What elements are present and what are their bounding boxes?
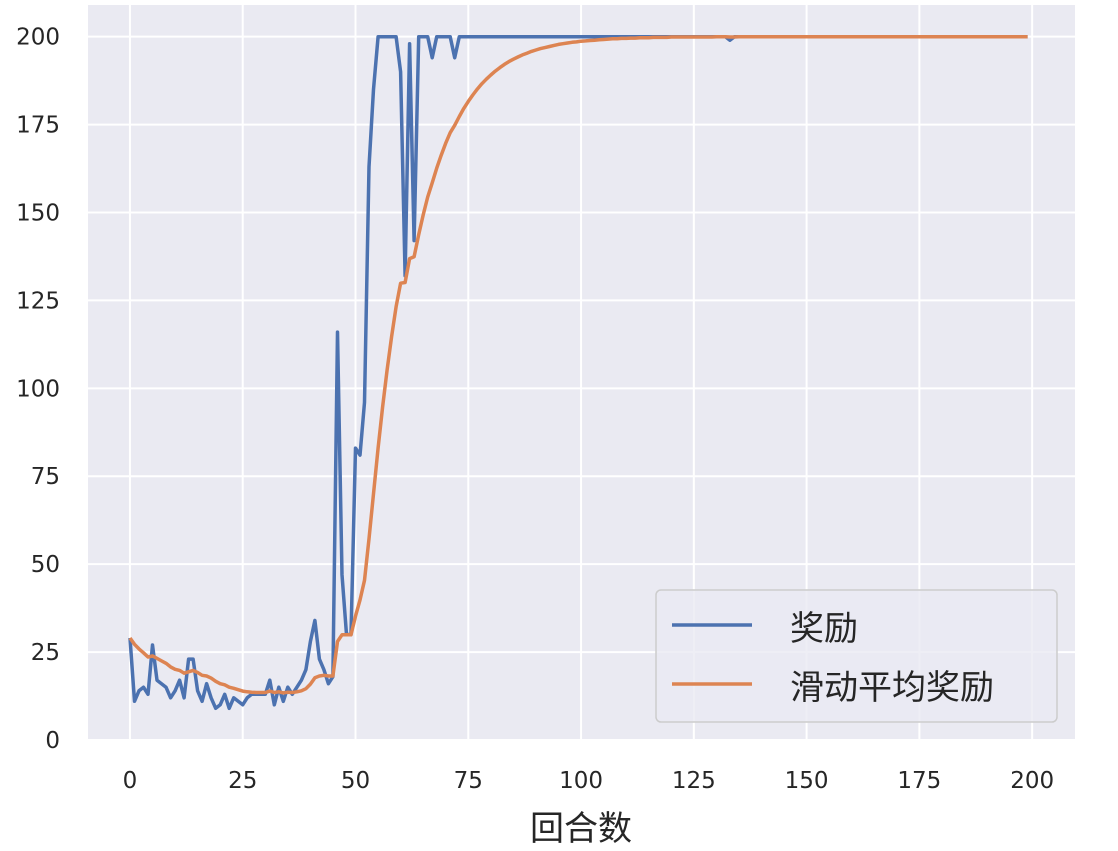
- legend-label-moving-average: 滑动平均奖励: [790, 668, 994, 708]
- series-lines: [128, 34, 1028, 711]
- y-tick-label: 50: [31, 552, 60, 578]
- x-tick-label: 25: [228, 768, 257, 794]
- x-axis-label: 回合数: [530, 809, 632, 847]
- x-tick-label: 200: [1010, 768, 1054, 794]
- y-tick-label: 175: [16, 113, 60, 139]
- y-tick-label: 25: [31, 640, 60, 666]
- legend: 奖励 滑动平均奖励: [655, 589, 1058, 723]
- grid: [88, 5, 1075, 741]
- y-tick-label: 75: [31, 464, 60, 490]
- y-tick-label: 0: [45, 728, 60, 754]
- y-tick-label: 200: [16, 25, 60, 51]
- x-tick-label: 125: [672, 768, 716, 794]
- y-tick-label: 150: [16, 200, 60, 226]
- legend-box: [655, 589, 1058, 723]
- series-line-1: [128, 34, 1028, 695]
- x-tick-labels: 0 25 50 75 100 125 150 175 200: [123, 768, 1054, 794]
- x-tick-label: 75: [454, 768, 483, 794]
- y-tick-label: 100: [16, 376, 60, 402]
- y-tick-label: 125: [16, 288, 60, 314]
- x-tick-label: 150: [785, 768, 829, 794]
- x-tick-label: 100: [559, 768, 603, 794]
- x-tick-label: 50: [341, 768, 370, 794]
- legend-label-reward: 奖励: [790, 609, 858, 649]
- y-tick-labels: 0 25 50 75 100 125 150 175 200: [16, 25, 60, 754]
- x-tick-label: 175: [897, 768, 941, 794]
- x-tick-label: 0: [123, 768, 138, 794]
